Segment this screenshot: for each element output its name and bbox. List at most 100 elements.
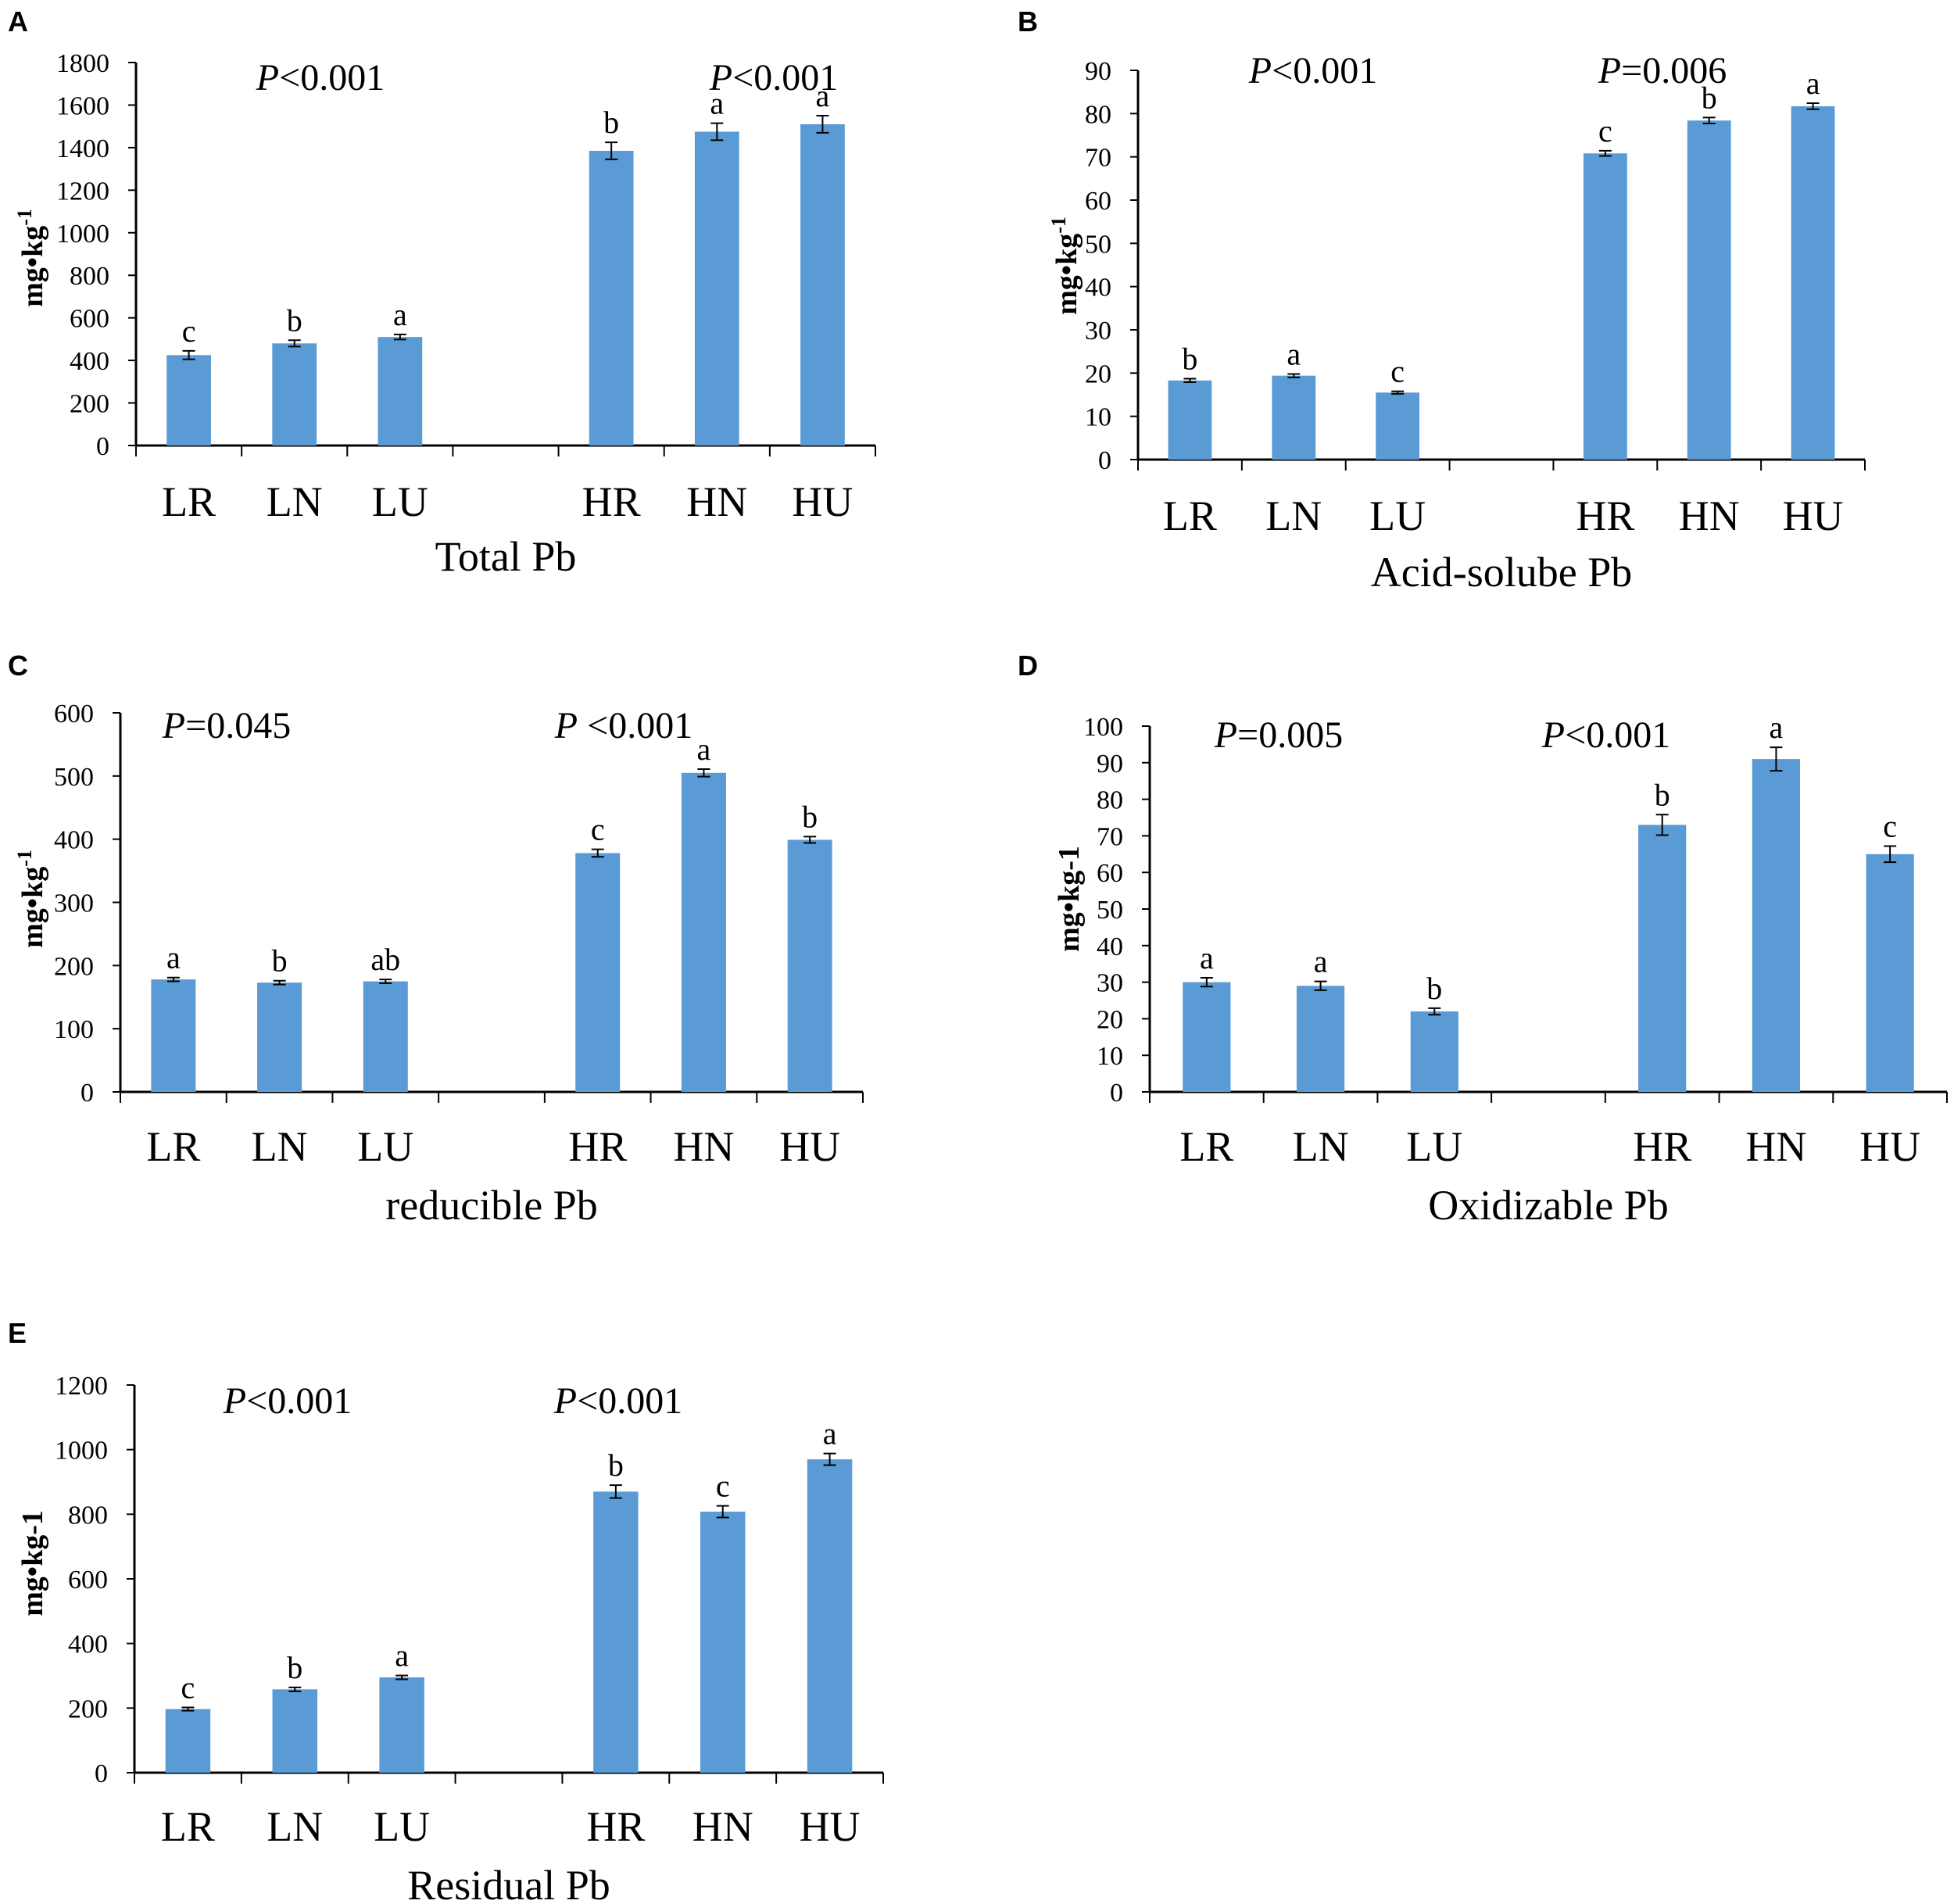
y-tick-label-b: 40 xyxy=(1085,274,1111,302)
y-tick-label-e: 200 xyxy=(68,1695,108,1723)
sig-letter-d-HU: c xyxy=(1883,809,1897,844)
y-tick-label-d: 100 xyxy=(1083,713,1123,742)
p-value-a-low: P<0.001 xyxy=(256,57,385,98)
y-tick-label-a: 1000 xyxy=(56,220,109,249)
x-axis-title-b: Acid-solube Pb xyxy=(1371,549,1632,596)
sig-letter-e-LR: c xyxy=(181,1670,195,1705)
sig-letter-c-LU: ab xyxy=(370,942,400,977)
y-tick-label-a: 1200 xyxy=(56,177,109,206)
sig-letter-e-HN: c xyxy=(716,1469,730,1504)
sig-letter-b-HU: a xyxy=(1806,66,1820,101)
category-label-d-HU: HU xyxy=(1859,1123,1920,1170)
category-label-b-LN: LN xyxy=(1265,492,1322,539)
sig-letter-c-LN: b xyxy=(272,943,288,979)
x-axis-title-c: reducible Pb xyxy=(385,1182,597,1229)
y-tick-label-c: 400 xyxy=(54,826,94,855)
sig-letter-c-HR: c xyxy=(591,812,605,847)
category-label-c-HR: HR xyxy=(568,1123,627,1170)
bar-e-HN xyxy=(700,1512,746,1773)
p-value-b-low: P<0.001 xyxy=(1248,50,1377,91)
category-label-a-HR: HR xyxy=(582,478,641,525)
y-tick-label-e: 1000 xyxy=(55,1437,108,1466)
category-label-c-HU: HU xyxy=(779,1123,840,1170)
sig-letter-c-HU: b xyxy=(802,799,818,834)
y-tick-label-c: 0 xyxy=(81,1079,94,1108)
y-tick-label-a: 600 xyxy=(70,305,109,334)
y-tick-label-b: 60 xyxy=(1085,187,1111,216)
category-label-e-HU: HU xyxy=(800,1803,861,1850)
y-tick-label-a: 0 xyxy=(96,432,109,461)
bar-c-LN xyxy=(257,982,302,1092)
y-tick-label-a: 400 xyxy=(70,347,109,376)
bar-e-HR xyxy=(593,1491,639,1773)
y-tick-label-c: 500 xyxy=(54,763,94,792)
y-tick-label-e: 1200 xyxy=(55,1372,108,1401)
y-tick-label-b: 0 xyxy=(1098,446,1111,475)
y-tick-label-c: 100 xyxy=(54,1015,94,1044)
category-label-a-HU: HU xyxy=(792,478,853,525)
category-label-d-LU: LU xyxy=(1406,1123,1462,1170)
category-label-c-HN: HN xyxy=(673,1123,734,1170)
sig-letter-b-HN: b xyxy=(1702,80,1717,115)
y-tick-label-d: 40 xyxy=(1097,932,1123,961)
category-label-b-HR: HR xyxy=(1576,492,1634,539)
bar-d-HR xyxy=(1638,825,1687,1092)
y-tick-label-b: 50 xyxy=(1085,230,1111,259)
y-tick-label-d: 10 xyxy=(1097,1042,1123,1071)
category-label-e-LU: LU xyxy=(374,1803,430,1850)
y-tick-label-c: 200 xyxy=(54,952,94,981)
bar-d-HN xyxy=(1752,759,1801,1092)
category-label-a-LN: LN xyxy=(267,478,323,525)
bar-e-HU xyxy=(807,1459,853,1773)
panel-letter-e: E xyxy=(8,1317,27,1349)
bar-b-HN xyxy=(1687,120,1731,460)
bar-c-LU xyxy=(363,981,408,1092)
y-tick-label-d: 0 xyxy=(1110,1079,1123,1108)
category-label-a-HN: HN xyxy=(686,478,747,525)
category-label-e-HR: HR xyxy=(586,1803,645,1850)
p-value-d-high: P<0.001 xyxy=(1541,714,1670,756)
y-tick-label-d: 50 xyxy=(1097,896,1123,925)
p-value-c-low: P=0.045 xyxy=(162,705,291,746)
p-value-b-high: P=0.006 xyxy=(1598,50,1727,91)
bar-d-LU xyxy=(1410,1011,1458,1092)
y-tick-label-d: 80 xyxy=(1097,786,1123,815)
category-label-a-LU: LU xyxy=(372,478,428,525)
bar-b-HR xyxy=(1583,153,1627,460)
y-tick-label-e: 400 xyxy=(68,1630,108,1659)
bar-a-LR xyxy=(166,355,211,446)
category-label-b-LR: LR xyxy=(1163,492,1217,539)
category-label-c-LU: LU xyxy=(357,1123,413,1170)
sig-letter-d-LU: b xyxy=(1426,971,1442,1006)
bar-a-HU xyxy=(800,123,845,446)
bar-c-HN xyxy=(681,772,726,1092)
y-tick-label-d: 90 xyxy=(1097,750,1123,778)
y-tick-label-b: 30 xyxy=(1085,317,1111,345)
y-axis-title-e: mg•kg-1 xyxy=(16,1510,49,1616)
y-tick-label-d: 70 xyxy=(1097,822,1123,851)
y-tick-label-d: 60 xyxy=(1097,859,1123,888)
y-tick-label-b: 70 xyxy=(1085,144,1111,173)
sig-letter-c-HN: a xyxy=(697,732,711,767)
bar-a-LU xyxy=(378,337,423,446)
sig-letter-a-LR: c xyxy=(182,313,196,349)
x-axis-title-a: Total Pb xyxy=(435,533,577,580)
sig-letter-b-LN: a xyxy=(1287,336,1301,371)
sig-letter-d-HR: b xyxy=(1655,777,1670,812)
sig-letter-a-HN: a xyxy=(710,86,724,121)
y-axis-title-a: mg•kg-1 xyxy=(13,209,50,307)
bar-c-HR xyxy=(575,853,621,1092)
p-value-e-low: P<0.001 xyxy=(223,1380,352,1422)
y-tick-label-a: 1800 xyxy=(56,49,109,78)
x-axis-title-e: Residual Pb xyxy=(407,1862,610,1904)
sig-letter-d-LN: a xyxy=(1314,944,1328,979)
y-tick-label-a: 1600 xyxy=(56,91,109,120)
sig-letter-d-LR: a xyxy=(1200,940,1214,975)
sig-letter-e-HR: b xyxy=(608,1448,624,1483)
bar-e-LN xyxy=(272,1689,318,1773)
sig-letter-a-LN: b xyxy=(287,302,302,338)
y-tick-label-b: 90 xyxy=(1085,57,1111,86)
bar-d-LR xyxy=(1183,982,1231,1092)
category-label-b-LU: LU xyxy=(1369,492,1426,539)
